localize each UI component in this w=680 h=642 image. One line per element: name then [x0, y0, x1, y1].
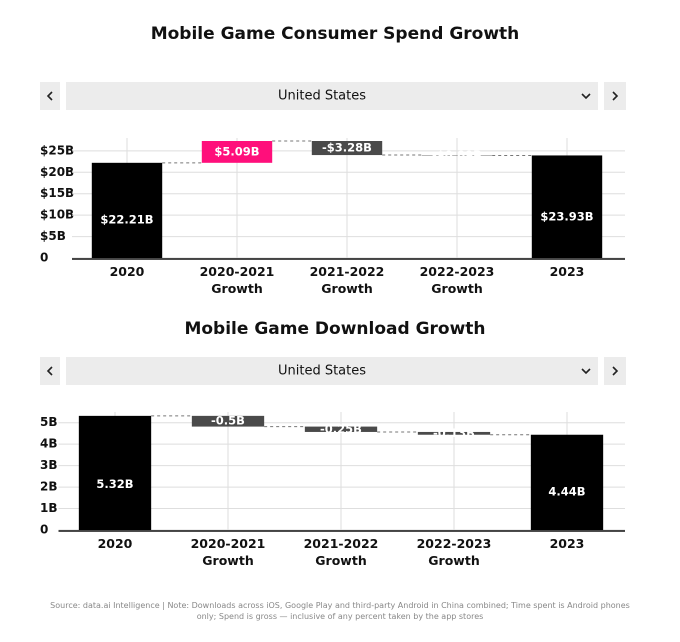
x-tick-label: 2021-2022 Growth [309, 264, 385, 296]
x-tick-label: 2023 [549, 264, 585, 279]
value-label: -0.25B [320, 422, 362, 436]
value-label: -$0.09B [432, 148, 482, 162]
prev-button[interactable] [40, 82, 60, 110]
x-tick-label: 2022-2023 Growth [419, 264, 495, 296]
x-tick-label: 2020 [97, 536, 133, 551]
region-dropdown[interactable] [66, 357, 598, 385]
prev-icon [46, 91, 53, 101]
bar [91, 162, 163, 258]
dropdown-icon [581, 93, 591, 100]
region-label: United States [278, 364, 366, 379]
x-tick-label: 2020 [109, 264, 145, 279]
prev-button[interactable] [40, 357, 60, 385]
bar [304, 426, 378, 432]
y-tick-label: $15B [40, 186, 74, 200]
bar [201, 141, 273, 163]
x-tick-label: 2021-2022 Growth [303, 536, 379, 568]
y-tick-label: $20B [40, 165, 74, 179]
bar [530, 434, 604, 530]
dropdown-icon [581, 368, 591, 375]
value-label: -0.5B [211, 414, 245, 428]
prev-icon [46, 366, 53, 376]
value-label: $23.93B [540, 209, 593, 223]
y-tick-label: $25B [40, 143, 74, 157]
next-icon [612, 91, 619, 101]
y-tick-label: 5B [40, 415, 58, 429]
value-label: -$3.28B [322, 141, 372, 155]
bar [191, 415, 265, 427]
chart-title: Mobile Game Download Growth [184, 319, 485, 339]
y-tick-label: $5B [40, 229, 66, 243]
value-label: 4.44B [548, 484, 585, 498]
x-tick-label: 2020-2021 Growth [199, 264, 275, 296]
value-label: $5.09B [214, 144, 259, 158]
y-tick-label: 4B [40, 437, 58, 451]
value-label: -0.13B [433, 426, 475, 440]
bar [417, 431, 491, 435]
chart-title: Mobile Game Consumer Spend Growth [151, 24, 520, 44]
bar [311, 141, 383, 156]
y-tick-label: 1B [40, 501, 58, 515]
y-tick-label: 3B [40, 458, 58, 472]
x-tick-label: 2020-2021 Growth [190, 536, 266, 568]
next-button[interactable] [604, 82, 626, 110]
value-label: $22.21B [100, 212, 153, 226]
y-tick-label: 0 [40, 523, 48, 537]
bar [78, 415, 152, 530]
next-icon [612, 366, 619, 376]
x-tick-label: 2022-2023 Growth [416, 536, 492, 568]
x-tick-label: 2023 [549, 536, 585, 551]
region-dropdown[interactable] [66, 82, 598, 110]
source-note: Source: data.ai Intelligence | Note: Dow… [50, 601, 630, 621]
value-label: 5.32B [96, 477, 133, 491]
bar [531, 155, 603, 258]
y-tick-label: 2B [40, 480, 58, 494]
region-label: United States [278, 89, 366, 104]
y-tick-label: $10B [40, 208, 74, 222]
y-tick-label: 0 [40, 251, 48, 265]
next-button[interactable] [604, 357, 626, 385]
